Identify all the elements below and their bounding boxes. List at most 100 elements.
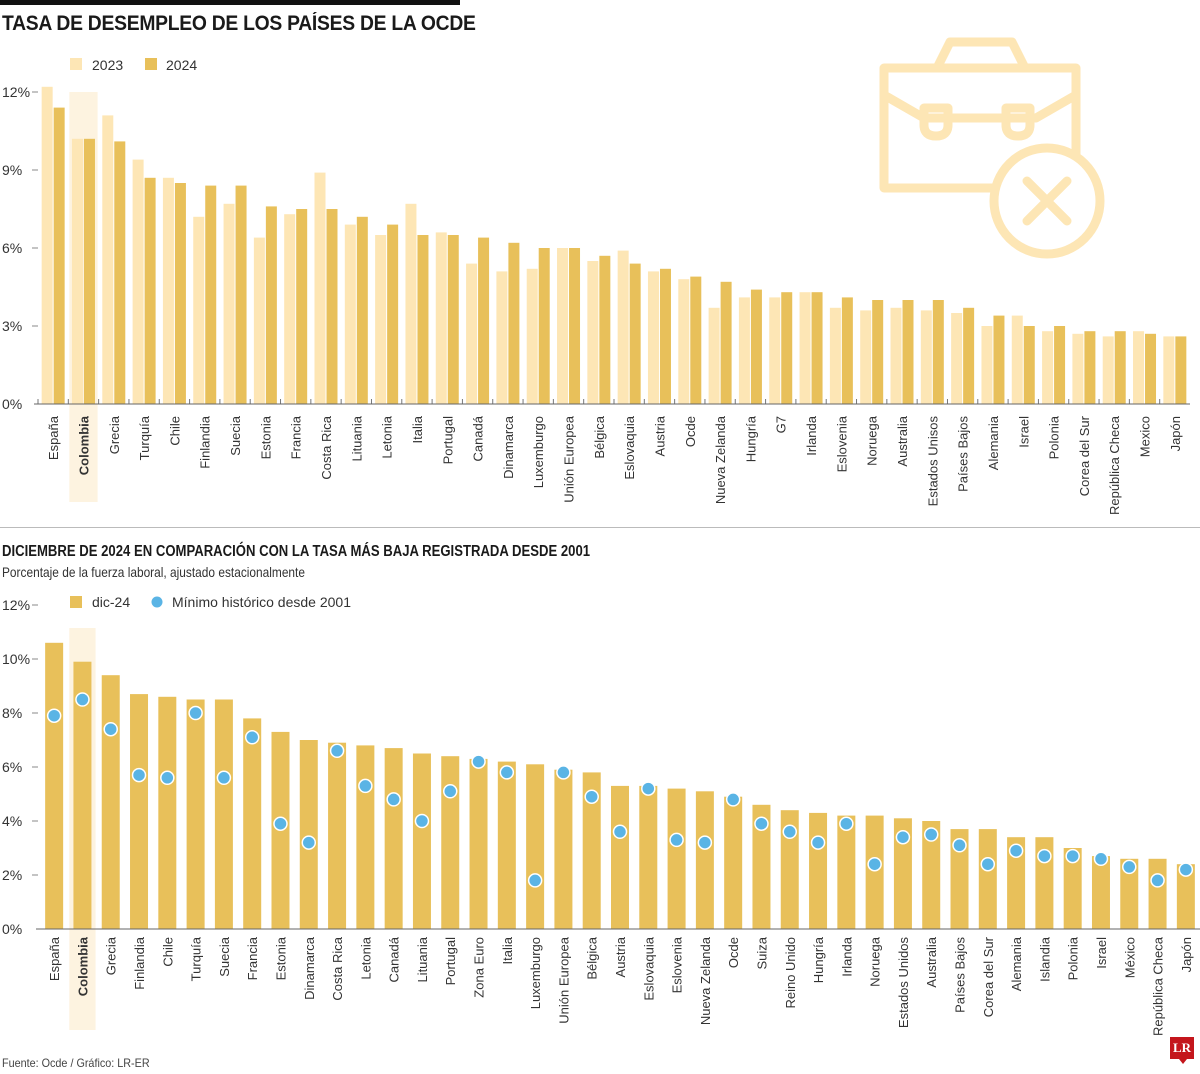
dot-historic-min bbox=[131, 767, 147, 783]
bar-2023 bbox=[951, 313, 963, 404]
x-tick-label: Luxemburgo bbox=[528, 937, 543, 1009]
bar-2024 bbox=[1114, 331, 1126, 404]
x-tick-label: Reino Unido bbox=[783, 937, 798, 1009]
bar-2024 bbox=[1145, 333, 1157, 404]
x-tick-label: Letonia bbox=[380, 415, 395, 458]
x-tick-label: Colombia bbox=[75, 936, 90, 996]
x-tick-label: Canadá bbox=[387, 936, 402, 982]
bar-2024 bbox=[781, 292, 793, 404]
dot-historic-min bbox=[584, 789, 599, 804]
bar-2023 bbox=[132, 159, 144, 404]
x-tick-label: G7 bbox=[774, 416, 789, 433]
bar-dic-24 bbox=[412, 753, 431, 929]
x-tick-label: Países Bajos bbox=[956, 416, 971, 492]
bar-2023 bbox=[920, 310, 932, 404]
bar-dic-24 bbox=[554, 769, 573, 929]
x-tick-label: Austria bbox=[652, 415, 667, 456]
bar-2023 bbox=[71, 138, 83, 405]
dot-historic-min bbox=[867, 856, 882, 872]
chart2-subtitle: Porcentaje de la fuerza laboral, ajustad… bbox=[2, 564, 305, 580]
chart-title: TASA DE DESEMPLEO DE LOS PAÍSES DE LA OC… bbox=[2, 12, 476, 35]
bar-2024 bbox=[841, 297, 853, 404]
bar-dic-24 bbox=[158, 696, 177, 929]
dot-historic-min bbox=[386, 792, 401, 807]
bar-2024 bbox=[1175, 336, 1187, 404]
legend-swatch-2023 bbox=[70, 58, 82, 70]
bar-dic-24 bbox=[1148, 858, 1167, 929]
bar-dic-24 bbox=[922, 821, 941, 929]
x-tick-label: Alemania bbox=[986, 415, 1001, 470]
legend-swatch-min bbox=[151, 596, 163, 608]
bar-2023 bbox=[981, 326, 993, 404]
dot-historic-min bbox=[188, 705, 203, 721]
bar-2024 bbox=[690, 276, 702, 404]
bar-2023 bbox=[890, 307, 902, 404]
x-tick-label: Israel bbox=[1094, 937, 1109, 969]
chart-unemployment-2023-2024: 0% 3% 6% 9% 12% España Colombia Grecia Turquía Ch… bbox=[2, 57, 1190, 515]
bar-2023 bbox=[496, 271, 508, 404]
bar-2024 bbox=[569, 248, 581, 404]
bar-dic-24 bbox=[950, 829, 969, 929]
x-tick-label: Portugal bbox=[440, 416, 455, 465]
x-tick-label: Dinamarca bbox=[501, 415, 516, 479]
bar-2023 bbox=[41, 86, 53, 405]
dot-historic-min bbox=[1093, 851, 1109, 867]
x-tick-label: Finlandia bbox=[132, 936, 147, 990]
x-tick-label: Eslovaquia bbox=[622, 415, 637, 479]
bar-2023 bbox=[284, 214, 296, 404]
bar-2024 bbox=[447, 235, 459, 404]
dot-historic-min bbox=[980, 856, 996, 872]
y-tick-label: 9% bbox=[2, 162, 22, 178]
legend-label-2023: 2023 bbox=[92, 57, 123, 73]
bar-2023 bbox=[617, 250, 629, 404]
bar-2023 bbox=[647, 271, 659, 404]
bar-dic-24 bbox=[1091, 856, 1110, 929]
bar-2024 bbox=[1054, 326, 1066, 404]
bar-dic-24 bbox=[384, 748, 403, 929]
x-tick-label: Estados Unisos bbox=[925, 416, 940, 507]
bar-dic-24 bbox=[1063, 848, 1082, 929]
x-tick-label: Chile bbox=[160, 937, 175, 967]
bar-2023 bbox=[678, 279, 690, 404]
x-tick-label: Eslovenia bbox=[834, 415, 849, 472]
y-tick-label: 6% bbox=[2, 759, 22, 775]
bar-2023 bbox=[799, 292, 811, 404]
bar-dic-24 bbox=[724, 796, 743, 929]
bar-2023 bbox=[829, 307, 841, 404]
bar-dic-24 bbox=[441, 756, 460, 929]
dot-historic-min bbox=[641, 781, 656, 796]
bar-2024 bbox=[538, 248, 550, 404]
x-tick-label: Ocde bbox=[726, 937, 741, 968]
y-tick-label: 4% bbox=[2, 813, 22, 829]
top-rule bbox=[0, 0, 460, 5]
x-tick-label: Grecia bbox=[107, 415, 122, 454]
x-tick-label: Grecia bbox=[104, 936, 119, 975]
dot-historic-min bbox=[160, 770, 175, 786]
x-tick-label: Hungría bbox=[811, 936, 826, 983]
x-tick-label: Suecia bbox=[228, 415, 243, 456]
dot-historic-min bbox=[556, 765, 571, 780]
x-tick-label: Suiza bbox=[754, 936, 769, 969]
bar-dic-24 bbox=[978, 829, 997, 929]
x-tick-label: Polonia bbox=[1066, 936, 1081, 980]
x-tick-label: España bbox=[47, 936, 62, 981]
x-tick-label: Lituania bbox=[349, 415, 364, 461]
x-tick-label: Ocde bbox=[683, 416, 698, 447]
bar-dic-24 bbox=[469, 758, 488, 929]
bar-2024 bbox=[144, 177, 156, 404]
bar-dic-24 bbox=[1007, 837, 1026, 929]
dot-historic-min bbox=[952, 838, 967, 853]
bar-2024 bbox=[417, 235, 429, 404]
lr-logo: LR bbox=[1170, 1037, 1194, 1064]
bar-dic-24 bbox=[893, 818, 912, 929]
bar-2024 bbox=[902, 300, 914, 404]
bar-2023 bbox=[1042, 331, 1054, 404]
y-tick-label: 10% bbox=[2, 651, 30, 667]
dot-historic-min bbox=[414, 813, 430, 829]
x-tick-label: Turquía bbox=[189, 936, 204, 981]
x-tick-label: Suecia bbox=[217, 936, 232, 977]
dot-historic-min bbox=[301, 835, 317, 850]
x-tick-label: Países Bajos bbox=[953, 937, 968, 1013]
dot-historic-min bbox=[923, 827, 939, 842]
dot-historic-min bbox=[810, 835, 826, 850]
